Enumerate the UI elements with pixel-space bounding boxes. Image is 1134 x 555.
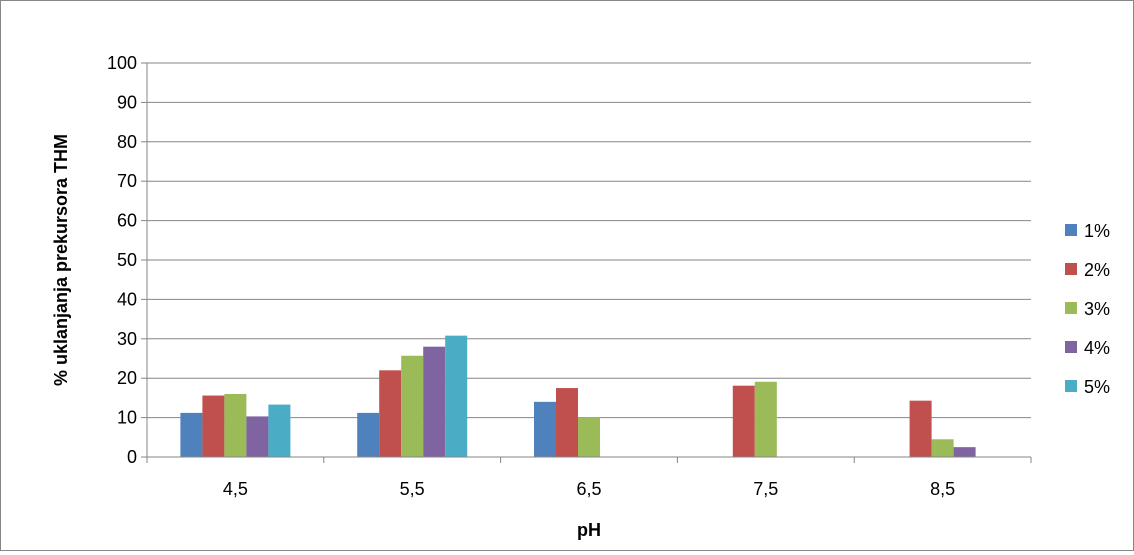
bar (423, 346, 446, 457)
bar (246, 416, 269, 457)
legend-label: 4% (1084, 338, 1110, 358)
x-tick-labels: 4,5 5,5 6,5 7,5 8,5 (146, 457, 1032, 499)
y-tick-label: 20 (117, 368, 137, 388)
legend-swatch (1065, 263, 1077, 275)
legend-swatch (1065, 224, 1077, 236)
bar (401, 355, 424, 457)
y-tick-label: 70 (117, 171, 137, 191)
x-tick-label: 6,5 (576, 479, 601, 499)
bars (180, 335, 976, 457)
x-axis-title: pH (577, 520, 601, 540)
bar (732, 385, 755, 457)
y-tick-label: 60 (117, 211, 137, 231)
y-tick-label: 90 (117, 92, 137, 112)
bar (953, 447, 976, 457)
bar (379, 370, 402, 457)
y-tick-label: 0 (127, 447, 137, 467)
bar (357, 412, 380, 457)
legend-swatch (1065, 341, 1077, 353)
legend-label: 3% (1084, 299, 1110, 319)
x-tick-label: 4,5 (223, 479, 248, 499)
bar (556, 388, 578, 457)
y-tick-label: 30 (117, 329, 137, 349)
legend-swatch (1065, 302, 1077, 314)
legend-label: 5% (1084, 377, 1110, 397)
gridlines (147, 62, 1031, 419)
bar (931, 439, 954, 457)
y-tick-label: 50 (117, 250, 137, 270)
bar (578, 417, 600, 457)
x-tick-label: 5,5 (400, 479, 425, 499)
y-tick-label: 40 (117, 289, 137, 309)
y-axis-title: % uklanjanja prekursora THM (51, 134, 71, 386)
x-tick-label: 8,5 (930, 479, 955, 499)
y-tick-label: 10 (117, 408, 137, 428)
legend-swatch (1065, 380, 1077, 392)
bar (268, 404, 291, 457)
legend-label: 2% (1084, 260, 1110, 280)
bar (909, 400, 932, 457)
y-tick-label: 100 (107, 53, 137, 73)
legend: 1% 2% 3% 4% 5% (1065, 221, 1110, 397)
bar (754, 381, 777, 457)
bar (180, 412, 203, 457)
x-tick-label: 7,5 (753, 479, 778, 499)
y-tick-label: 80 (117, 132, 137, 152)
y-tick-labels: 0 10 20 30 40 50 60 70 80 90 100 (107, 53, 147, 467)
bar (202, 395, 225, 457)
bar (534, 401, 556, 457)
bar (224, 393, 247, 457)
bar (445, 335, 468, 457)
legend-label: 1% (1084, 221, 1110, 241)
